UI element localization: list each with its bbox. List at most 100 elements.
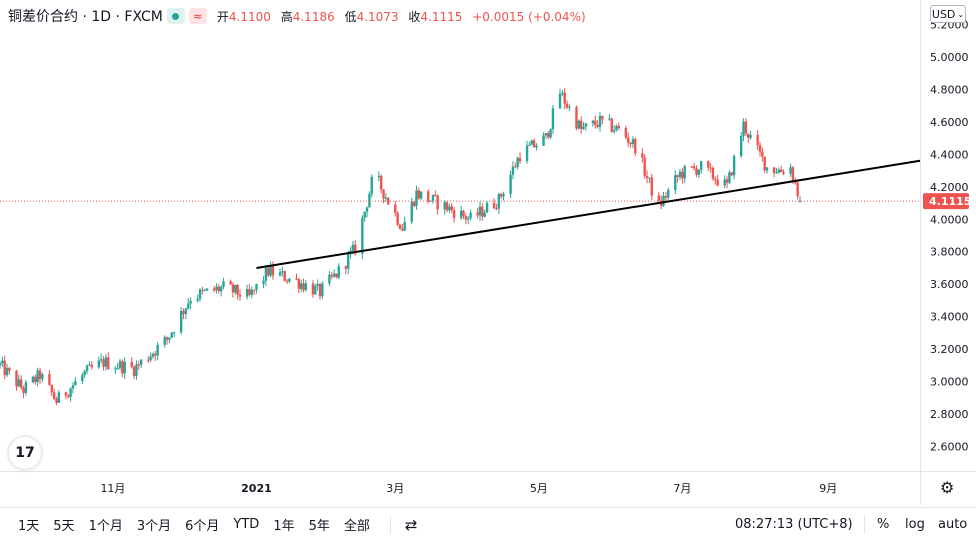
candle-body [288, 278, 291, 282]
candle-body [229, 281, 232, 285]
candle-body [396, 212, 399, 225]
candle-body [1, 360, 4, 364]
candle-body [163, 337, 166, 345]
candle-body [674, 175, 677, 190]
currency-selector[interactable]: USD ⌄ [930, 5, 966, 23]
candle-body [699, 161, 703, 170]
candle-body [387, 197, 390, 205]
candle-body [139, 359, 143, 365]
candle-body [132, 366, 136, 376]
candle-body [316, 284, 319, 287]
price-tick-label: 3.2000 [930, 343, 969, 356]
symbol-title[interactable]: 铜差价合约 · 1D · FXCM [8, 9, 163, 25]
price-axis[interactable]: 2.6000 2.8000 3.0000 3.2000 3.4000 3.6000 3.80… [930, 18, 969, 453]
candle-body [744, 121, 748, 134]
percent-toggle[interactable]: % [877, 517, 890, 532]
close-label: 收 [408, 9, 421, 24]
candle-body [725, 179, 729, 183]
candle-body [777, 169, 781, 173]
candle-body [264, 267, 268, 281]
candle-body [429, 200, 432, 202]
time-tick-label: 9月 [819, 482, 837, 495]
candle-body [83, 371, 86, 376]
candle-body [450, 206, 453, 211]
candle-body [634, 139, 637, 154]
candle-body [57, 392, 61, 403]
range-all[interactable]: 全部 [343, 519, 370, 534]
candle-body [709, 167, 712, 169]
candle-body [114, 368, 117, 370]
time-axis[interactable]: 11月 2021 3月 5月 7月 9月 [100, 482, 837, 495]
candle-body [495, 208, 498, 210]
candle-body [81, 375, 84, 382]
range-1d[interactable]: 1天 [18, 519, 40, 534]
candle-body [417, 190, 421, 199]
range-6m[interactable]: 6个月 [185, 519, 220, 534]
clock-time[interactable]: 08:27:13 (UTC+8) [735, 517, 853, 532]
candle-body [667, 189, 670, 198]
range-1y[interactable]: 1年 [273, 519, 295, 534]
candle-body [215, 286, 218, 291]
candle-body [749, 134, 752, 138]
candle-body [184, 308, 188, 314]
calendar-range-icon[interactable]: ⇄ [404, 515, 418, 534]
candle-body [445, 202, 449, 211]
candle-body [448, 206, 451, 211]
range-5d[interactable]: 5天 [53, 519, 75, 534]
range-5y[interactable]: 5年 [308, 519, 330, 534]
candle-body [459, 210, 463, 218]
candle-body [351, 244, 355, 251]
candle-body [189, 300, 192, 304]
auto-toggle[interactable]: auto [938, 517, 968, 532]
trendline[interactable] [256, 159, 921, 269]
candle-body [394, 204, 397, 213]
candle-body [328, 274, 331, 284]
candle-body [547, 133, 550, 138]
candle-body [798, 201, 802, 203]
candle-body [283, 271, 286, 281]
toolbar-divider [389, 515, 391, 534]
candle-body [518, 157, 522, 162]
candle-body [363, 211, 366, 219]
tradingview-logo[interactable]: 17 [9, 437, 41, 469]
candle-body [645, 176, 649, 178]
gear-icon[interactable]: ⚙ [940, 478, 955, 497]
candle-body [617, 125, 621, 129]
candle-body [761, 151, 764, 157]
candle-body [151, 353, 155, 357]
candle-body [462, 210, 465, 217]
market-open-badge [166, 8, 185, 24]
candle-body [610, 118, 613, 132]
candle-body [269, 266, 272, 276]
candle-body [730, 172, 733, 176]
candle-body [601, 115, 604, 120]
range-3m[interactable]: 3个月 [136, 519, 172, 534]
range-ytd[interactable]: YTD [233, 517, 260, 532]
candle-body [434, 195, 437, 197]
candle-body [535, 145, 538, 148]
range-1m[interactable]: 1个月 [88, 519, 123, 534]
candle-body [217, 286, 221, 292]
candle-body [118, 361, 122, 368]
candle-body [624, 128, 628, 138]
candle-body [516, 157, 519, 168]
candle-body [648, 177, 651, 179]
candle-body [314, 286, 317, 295]
candle-body [412, 201, 416, 207]
candle-body [130, 361, 133, 367]
candle-body [238, 294, 242, 297]
candle-body [452, 210, 456, 218]
log-toggle[interactable]: log [905, 517, 925, 532]
candle-body [796, 182, 799, 197]
candle-body [250, 289, 253, 295]
candle-body [97, 360, 101, 368]
candle-body [544, 133, 548, 136]
candle-body [382, 189, 385, 199]
candle-body [104, 357, 108, 367]
candle-body [99, 359, 103, 361]
candle-body [222, 281, 225, 287]
candle-body [728, 172, 731, 183]
price-tick-label: 2.6000 [930, 441, 969, 454]
candlestick-chart[interactable]: 2.6000 2.8000 3.0000 3.2000 3.4000 3.6000 3.80… [0, 0, 976, 505]
candle-body [591, 120, 595, 124]
